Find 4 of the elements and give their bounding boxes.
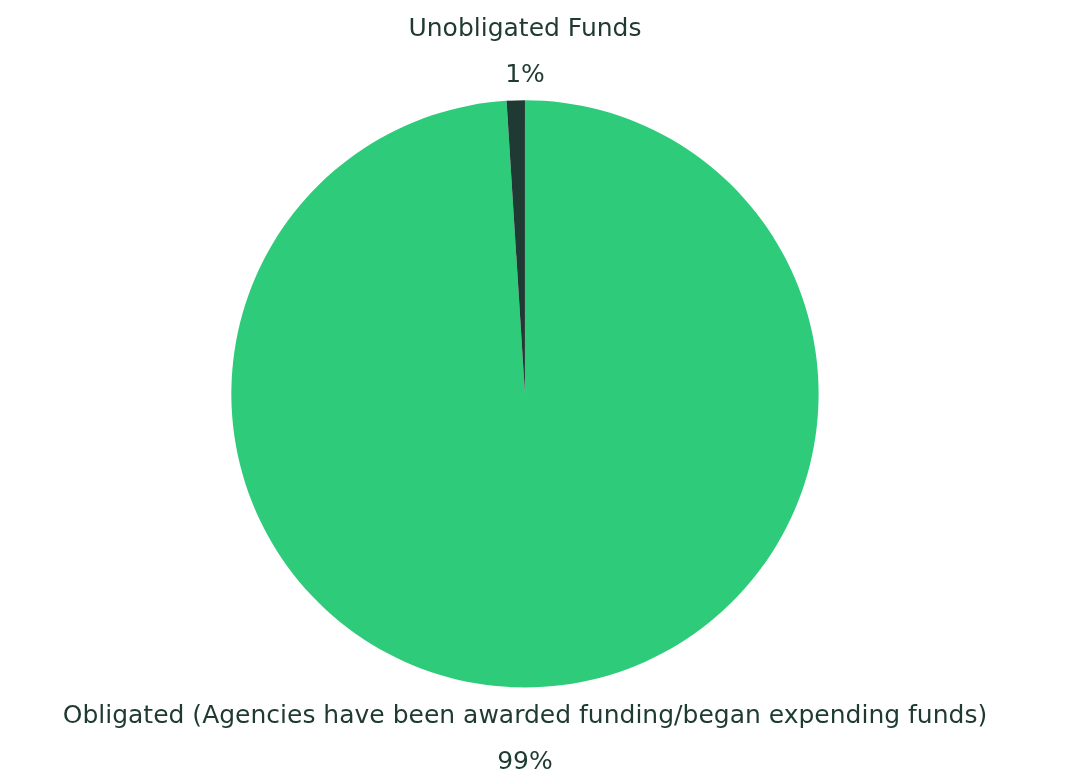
data-label: 99%	[497, 745, 553, 775]
slice-label: Obligated (Agencies have been awarded funding/began expending funds)	[62, 699, 988, 729]
slice-label: Unobligated Funds	[408, 12, 642, 42]
data-label: 1%	[505, 58, 545, 88]
